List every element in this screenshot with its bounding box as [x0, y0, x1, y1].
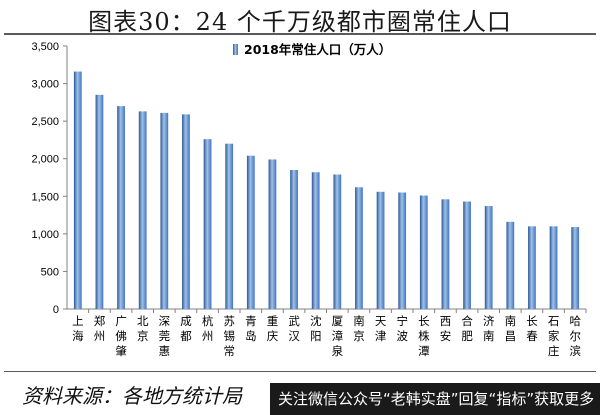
x-tick-label: 郑州: [94, 314, 106, 343]
x-tick-label: 苏锡常: [223, 314, 235, 358]
bar: [268, 159, 277, 309]
y-tick-label: 1,000: [31, 229, 59, 241]
y-tick-label: 2,500: [31, 116, 59, 128]
x-tick-label: 南昌: [505, 314, 517, 343]
x-tick-label: 哈尔滨: [569, 314, 581, 358]
bar: [225, 143, 234, 309]
x-tick-label: 宁波: [396, 314, 408, 343]
bar: [571, 227, 580, 309]
bar: [246, 155, 255, 309]
bar: [290, 169, 298, 309]
bar: [117, 106, 125, 309]
x-tick-label: 成都: [180, 314, 192, 343]
x-tick-label: 武汉: [288, 314, 300, 343]
y-tick-label: 2,000: [31, 154, 59, 166]
x-tick-label: 上海: [72, 314, 84, 343]
x-tick-label: 天津: [375, 314, 387, 343]
y-tick-label: 3,000: [31, 79, 59, 91]
legend-swatch: [233, 44, 238, 55]
bar: [441, 199, 450, 309]
bar: [528, 226, 536, 309]
bar: [95, 94, 104, 309]
x-tick-label: 沈阳: [310, 314, 322, 343]
bar: [160, 112, 169, 310]
x-tick-label: 长株潭: [418, 314, 430, 358]
figure-title: 图表30：24 个千万级都市圈常住人口: [88, 8, 512, 36]
bar: [398, 192, 407, 309]
bar-chart: 0 500 1,000 1,500 2,000 2,500 3,000 3,500 上海郑州广佛…: [31, 41, 587, 358]
y-tick-label: 0: [53, 304, 59, 316]
x-tick-label: 西安: [440, 314, 452, 343]
bar: [138, 111, 147, 309]
source-divider: [4, 371, 596, 372]
x-tick-label: 长春: [526, 314, 538, 343]
y-tick-label: 1,500: [31, 191, 59, 203]
bar: [376, 191, 385, 309]
title-divider: [4, 33, 596, 35]
bar: [419, 195, 428, 309]
y-tick-label: 500: [41, 266, 59, 278]
bar: [484, 206, 493, 309]
legend-label: 2018年常住人口（万人）: [244, 42, 391, 57]
x-tick-label: 深莞惠: [159, 314, 171, 358]
y-tick-label: 3,500: [31, 41, 59, 53]
x-tick-label: 石家庄: [548, 314, 560, 358]
x-tick-label: 广佛肇: [115, 314, 127, 358]
watermark-banner: 关注微信公众号“老韩实盘”回复“指标”获取更多: [270, 383, 600, 415]
figure-title-bar: 图表30：24 个千万级都市圈常住人口: [0, 0, 600, 36]
x-tick-label: 南京: [353, 314, 365, 343]
bar: [203, 139, 212, 309]
x-tick-label: 合肥: [461, 314, 473, 343]
bar: [73, 71, 82, 309]
bar: [463, 201, 471, 309]
x-tick-label: 北京: [137, 314, 149, 343]
x-tick-label: 重庆: [267, 314, 279, 343]
bar: [549, 226, 558, 309]
bar: [311, 172, 320, 309]
bar: [506, 221, 515, 309]
bar: [355, 187, 363, 309]
source-note: 资料来源：各地方统计局: [22, 384, 242, 408]
x-tick-label: 厦漳泉: [332, 314, 344, 358]
x-tick-label: 杭州: [202, 314, 214, 343]
bar: [182, 114, 190, 309]
x-tick-label: 青岛: [245, 314, 257, 343]
bar: [333, 174, 342, 309]
x-tick-label: 济南: [483, 314, 495, 343]
